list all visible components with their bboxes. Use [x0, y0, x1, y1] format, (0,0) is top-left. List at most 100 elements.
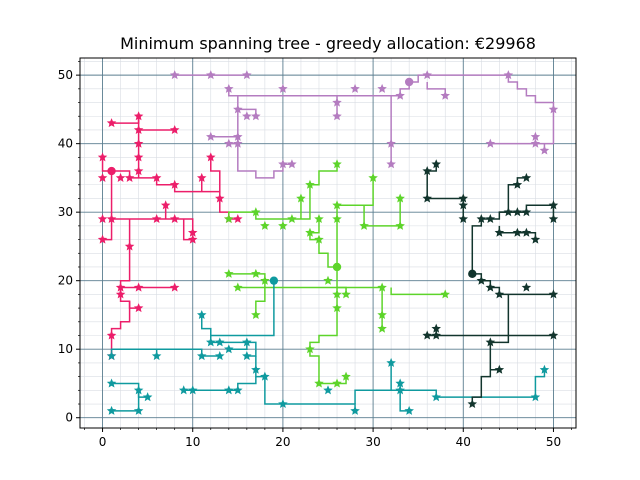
data-points: [97, 70, 559, 415]
customer-point: [169, 282, 180, 292]
customer-point: [215, 337, 225, 347]
tree-edge: [354, 362, 392, 405]
customer-point: [178, 385, 189, 395]
customer-point: [251, 207, 261, 217]
tree-edge: [102, 219, 113, 241]
customer-point: [332, 303, 342, 313]
tree-edge: [210, 341, 248, 350]
customer-point: [467, 399, 478, 409]
customer-point: [341, 289, 351, 299]
customer-point: [485, 214, 496, 224]
customer-point: [314, 378, 324, 388]
customer-point: [97, 234, 108, 244]
customer-point: [332, 214, 342, 224]
customer-point: [133, 152, 144, 162]
x-tick-label: 30: [365, 435, 380, 449]
y-tick-label: 50: [58, 68, 73, 82]
customer-point: [521, 282, 532, 292]
customer-point: [341, 371, 351, 381]
customer-point: [539, 145, 550, 155]
tree-edge: [409, 74, 555, 110]
customer-point: [440, 289, 450, 299]
customer-point: [395, 385, 405, 395]
customer-point: [251, 268, 261, 278]
depot-point: [332, 262, 342, 272]
customer-point: [233, 138, 243, 148]
customer-point: [440, 90, 450, 100]
depot-point: [468, 269, 477, 279]
customer-point: [332, 111, 342, 121]
tree-edge: [255, 273, 266, 315]
customer-point: [377, 323, 387, 333]
customer-point: [187, 385, 198, 395]
customer-point: [106, 214, 117, 224]
customer-point: [395, 220, 405, 230]
customer-point: [458, 200, 469, 210]
customer-point: [332, 97, 342, 107]
customer-point: [476, 275, 487, 285]
customer-point: [494, 289, 505, 299]
customer-point: [251, 364, 261, 374]
customer-point: [133, 385, 144, 395]
customer-point: [242, 351, 252, 361]
customer-point: [233, 104, 243, 114]
customer-point: [278, 159, 288, 169]
customer-point: [97, 152, 108, 162]
customer-point: [395, 193, 405, 203]
customer-point: [494, 227, 505, 237]
customer-point: [124, 172, 135, 182]
tree-edge: [210, 157, 221, 192]
customer-point: [314, 214, 324, 224]
customer-point: [206, 337, 216, 347]
customer-point: [224, 138, 234, 148]
customer-point: [242, 337, 252, 347]
customer-point: [278, 83, 288, 93]
y-tick-label: 30: [58, 205, 73, 219]
customer-point: [206, 70, 216, 80]
y-tick-label: 10: [58, 342, 73, 356]
customer-point: [115, 282, 126, 292]
customer-point: [133, 282, 144, 292]
tree-edge: [182, 219, 193, 241]
customer-point: [260, 275, 270, 285]
customer-point: [422, 193, 432, 203]
y-tick-label: 40: [58, 137, 73, 151]
tree-edge: [309, 287, 338, 385]
customer-point: [224, 268, 234, 278]
customer-point: [233, 282, 243, 292]
customer-point: [106, 330, 117, 340]
tree-edge: [471, 335, 510, 405]
customer-point: [206, 152, 216, 162]
tree-edge: [264, 376, 283, 405]
customer-point: [548, 104, 559, 114]
tree-edge: [337, 376, 347, 385]
customer-point: [503, 70, 514, 80]
tree-edge: [399, 390, 410, 412]
customer-point: [278, 220, 288, 230]
customer-point: [233, 214, 243, 224]
customer-point: [404, 405, 414, 415]
x-tick-label: 40: [456, 435, 471, 449]
customer-point: [368, 172, 378, 182]
customer-point: [251, 111, 261, 121]
customer-point: [521, 172, 532, 182]
customer-point: [133, 303, 144, 313]
customer-point: [314, 234, 324, 244]
tree-edge: [246, 341, 257, 357]
customer-point: [242, 70, 252, 80]
customer-point: [422, 330, 432, 340]
customer-point: [386, 159, 396, 169]
customer-point: [187, 234, 198, 244]
customer-point: [485, 138, 496, 148]
customer-point: [494, 364, 505, 374]
customer-point: [142, 392, 153, 402]
customer-point: [196, 309, 207, 319]
customer-point: [97, 214, 108, 224]
customer-point: [133, 405, 144, 415]
customer-point: [395, 378, 405, 388]
chart-title: Minimum spanning tree - greedy allocatio…: [120, 34, 536, 53]
customer-point: [160, 200, 171, 210]
customer-point: [458, 193, 469, 203]
customer-point: [242, 111, 252, 121]
